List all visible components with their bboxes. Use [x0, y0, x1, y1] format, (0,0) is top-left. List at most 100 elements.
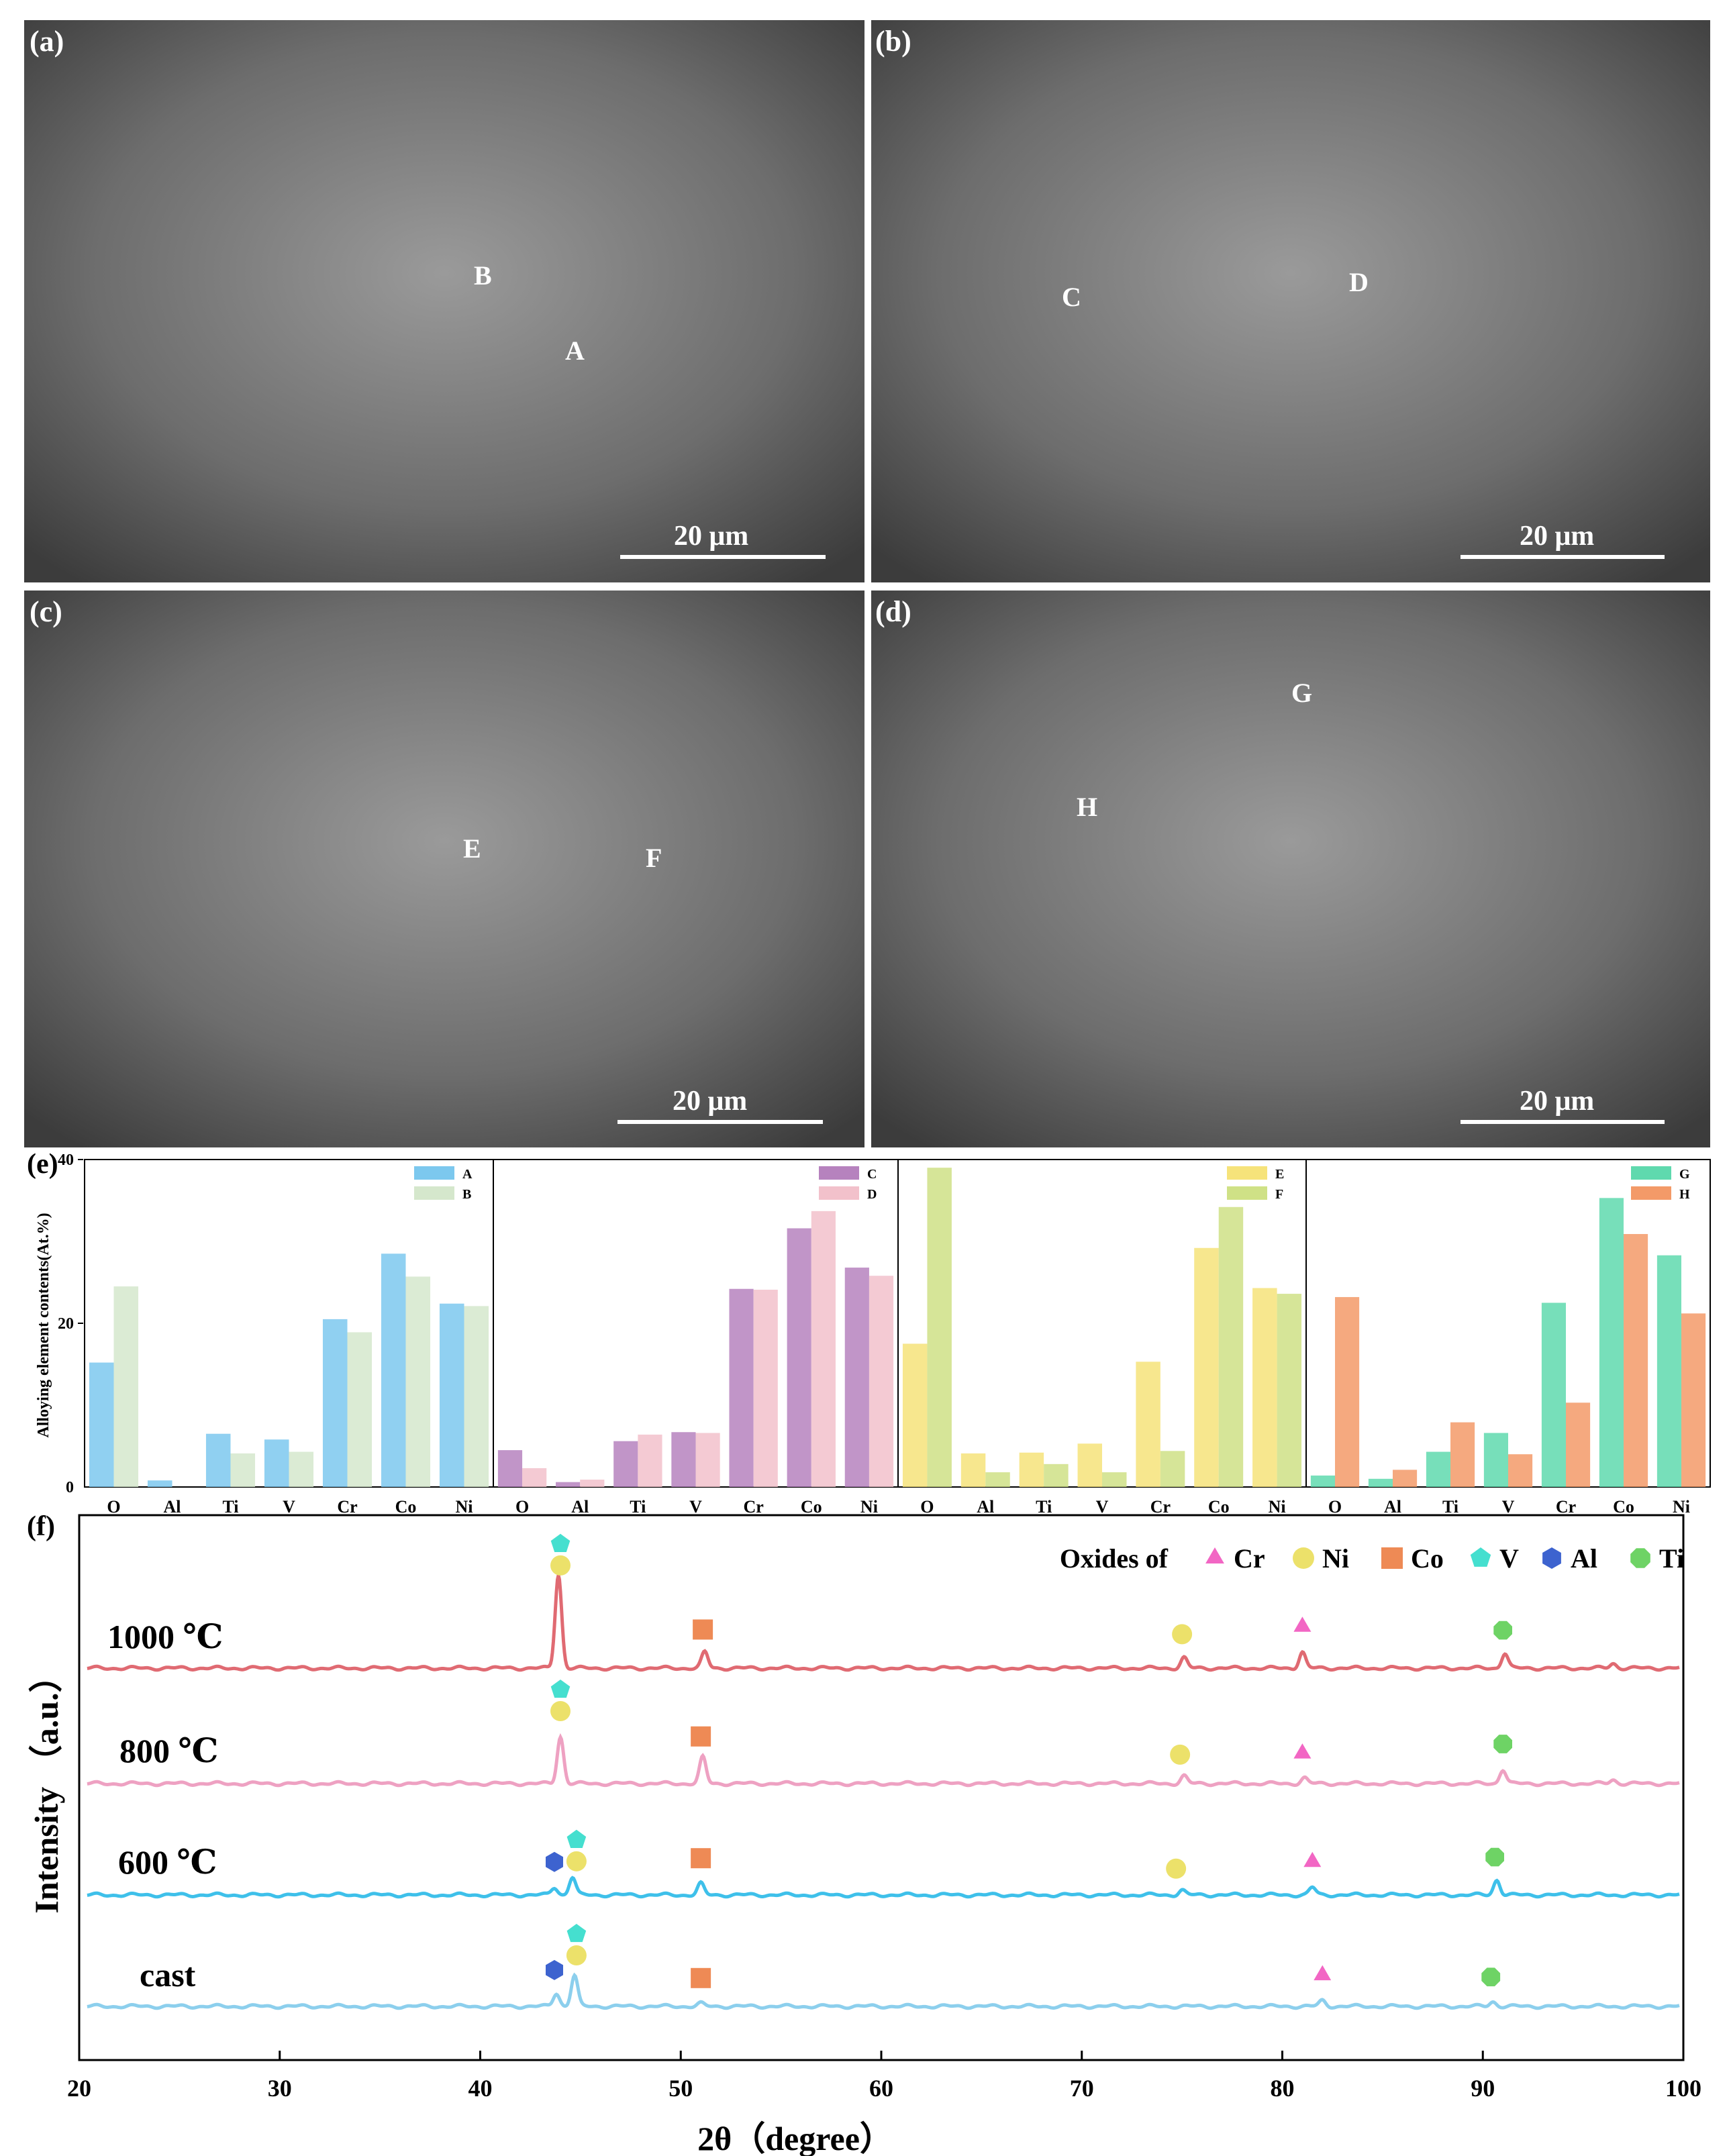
bar: [1310, 1475, 1335, 1487]
phase-marker-circle: [1172, 1624, 1193, 1645]
bar: [1508, 1454, 1533, 1487]
bar: [1218, 1207, 1244, 1487]
x-tick-label: Cr: [337, 1497, 357, 1517]
x-tick-label: 70: [1070, 2075, 1094, 2102]
x-tick-label: Ti: [630, 1497, 646, 1517]
scale-label: 20 μm: [674, 521, 748, 552]
x-tick-label: Al: [977, 1497, 994, 1517]
point-label-e: E: [463, 833, 481, 864]
legend-label: Cr: [1234, 1543, 1265, 1574]
x-tick-label: Al: [571, 1497, 589, 1517]
point-label-d: D: [1349, 267, 1369, 297]
x-tick-label: Co: [395, 1497, 417, 1517]
x-tick-label: O: [515, 1497, 529, 1517]
panel-tag: (c): [30, 595, 62, 628]
phase-marker-triangle: [1293, 1616, 1312, 1632]
bar: [753, 1289, 778, 1487]
legend-label: F: [1275, 1187, 1283, 1202]
bar: [1102, 1472, 1127, 1487]
bar: [960, 1453, 986, 1487]
phase-marker-circle: [566, 1945, 587, 1965]
bar: [985, 1472, 1010, 1487]
phase-marker-hexagon: [546, 1851, 563, 1872]
legend-label: C: [867, 1167, 877, 1182]
bar-chart-e: (e) Alloying element contents(At.%) 0 20…: [27, 1149, 1711, 1517]
x-tick-label: Ni: [860, 1497, 878, 1517]
phase-marker-triangle: [1293, 1743, 1312, 1759]
phase-marker-circle: [1170, 1744, 1191, 1765]
bar: [1335, 1296, 1360, 1487]
legend-swatch: [1227, 1166, 1267, 1180]
bar: [695, 1433, 720, 1487]
bar: [613, 1441, 638, 1487]
x-tick-label: Ni: [1673, 1497, 1690, 1517]
bar: [1624, 1234, 1648, 1487]
xrd-series: 1000 ℃: [87, 1533, 1680, 1672]
panel-tag-e: (e): [27, 1149, 58, 1180]
bar: [1277, 1294, 1302, 1487]
bar: [902, 1343, 928, 1487]
series-label: cast: [140, 1956, 196, 1994]
bar: [264, 1439, 289, 1487]
phase-marker-square: [693, 1619, 713, 1640]
bar: [289, 1451, 314, 1487]
bar: [580, 1480, 605, 1487]
x-tick-label: Ti: [222, 1497, 238, 1517]
x-tick-label: 100: [1665, 2075, 1701, 2102]
legend-label: B: [462, 1187, 471, 1202]
phase-marker-octagon: [1493, 1621, 1512, 1640]
bar: [671, 1432, 696, 1487]
panel-tag: (a): [30, 25, 64, 58]
xrd-line: [87, 1876, 1680, 1899]
phase-marker-octagon: [1481, 1967, 1501, 1987]
bar: [1160, 1451, 1185, 1487]
phase-marker-octagon: [1493, 1735, 1512, 1753]
scale-label: 20 μm: [1520, 1086, 1594, 1117]
bar: [1019, 1452, 1044, 1487]
bar: [1194, 1247, 1219, 1487]
sem-panel-a: (a) B A 20 μm: [24, 20, 864, 582]
y-axis-label: Intensity （a.u.）: [28, 1659, 65, 1913]
bar: [381, 1253, 406, 1487]
bar: [1599, 1198, 1624, 1487]
bar: [464, 1306, 489, 1487]
panel-tag: (b): [875, 25, 911, 58]
xrd-line: [87, 1574, 1680, 1672]
x-tick-label: Co: [1613, 1497, 1634, 1517]
bar: [147, 1480, 172, 1487]
sem-panel-b: (b) C D 20 μm: [871, 20, 1710, 582]
legend-swatch: [414, 1186, 454, 1200]
xrd-series: 600 ℃: [87, 1829, 1680, 1899]
bar: [113, 1286, 139, 1487]
legend-swatch: [1227, 1186, 1267, 1200]
bar: [1450, 1422, 1475, 1487]
x-tick-label: O: [920, 1497, 934, 1517]
point-label-b: B: [474, 260, 492, 291]
x-tick-label: Cr: [743, 1497, 763, 1517]
bar: [522, 1468, 547, 1487]
x-tick-label: 30: [268, 2075, 292, 2102]
legend-marker-square: [1381, 1547, 1403, 1569]
bar: [1681, 1313, 1706, 1487]
point-label-a: A: [565, 336, 585, 366]
legend-label: V: [1499, 1543, 1519, 1574]
legend-label: Ti: [1659, 1543, 1684, 1574]
bar-subpanel: O Al Ti V Cr Co Ni EF: [897, 1159, 1307, 1517]
x-tick-label: 20: [67, 2075, 91, 2102]
bar: [1426, 1451, 1450, 1487]
xrd-series: 800 ℃: [87, 1680, 1680, 1788]
legend-label: Al: [1571, 1543, 1597, 1574]
phase-marker-pentagon: [566, 1924, 587, 1943]
x-tick-label: 90: [1471, 2075, 1495, 2102]
phase-marker-circle: [566, 1851, 587, 1871]
legend-label: A: [462, 1167, 473, 1182]
x-tick-label: 60: [869, 2075, 893, 2102]
bar: [322, 1319, 348, 1487]
bar: [556, 1482, 581, 1487]
x-tick-label: Cr: [1556, 1497, 1576, 1517]
legend-marker-octagon: [1630, 1548, 1650, 1568]
bar: [1393, 1470, 1418, 1487]
scale-label: 20 μm: [673, 1086, 747, 1117]
bar: [729, 1288, 754, 1487]
x-axis-label: 2θ（degree）: [697, 2120, 893, 2156]
